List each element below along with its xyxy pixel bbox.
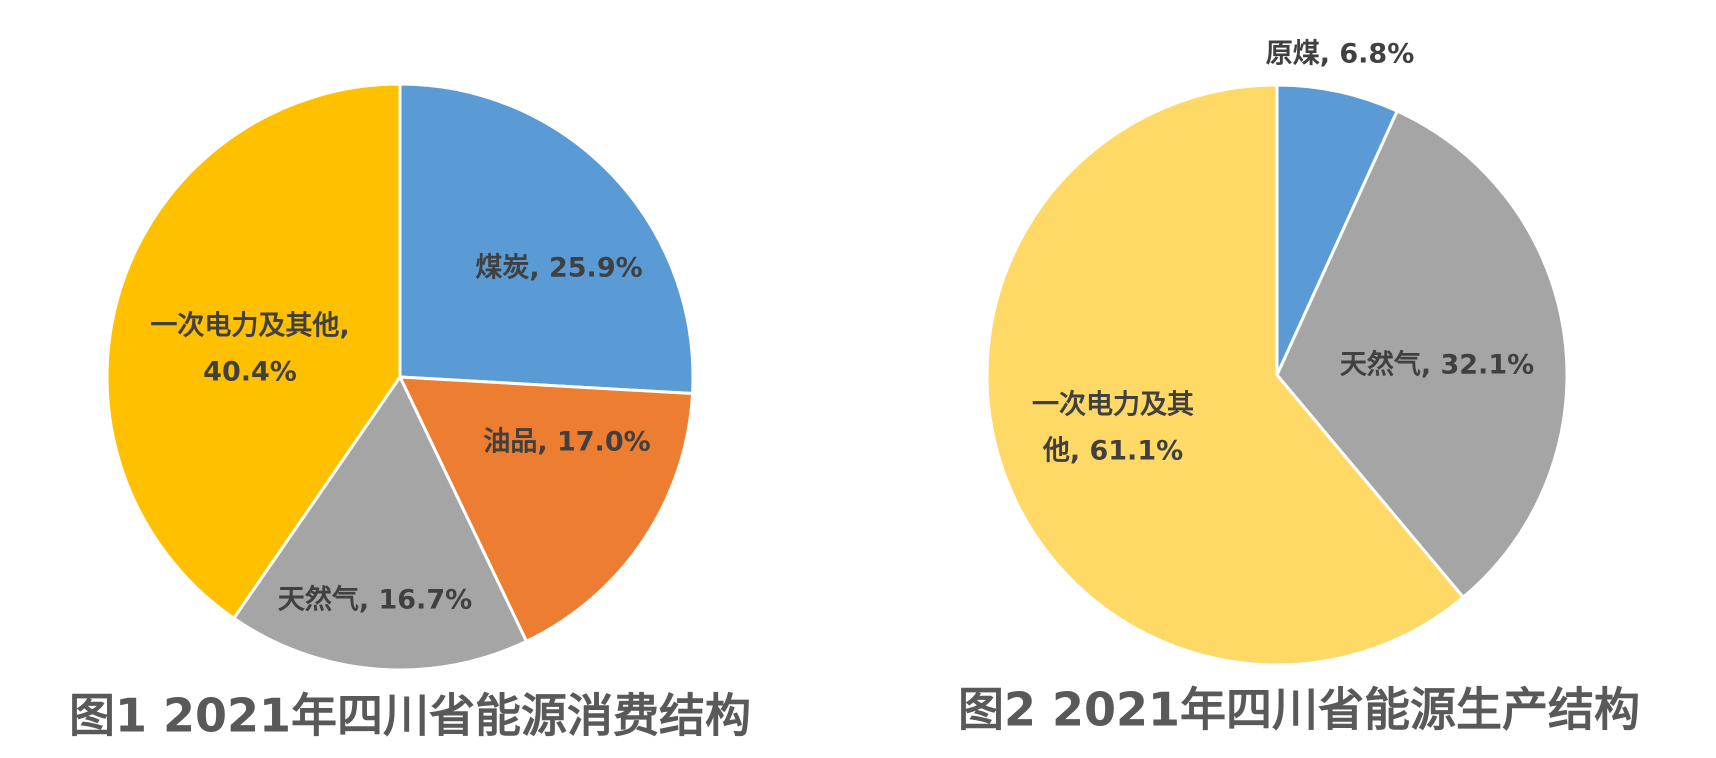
pie-slice xyxy=(985,83,1466,667)
data-label: 原煤, 6.8% xyxy=(1266,39,1415,70)
data-label: 一次电力及其他, xyxy=(150,311,349,342)
pie-slice xyxy=(231,374,529,672)
data-label: 油品, 17.0% xyxy=(483,427,650,458)
data-label: 煤炭, 25.9% xyxy=(475,253,642,284)
pie-slice xyxy=(105,82,402,621)
pie-slice xyxy=(398,82,695,396)
pie-slice xyxy=(1275,83,1400,376)
data-label: 天然气, 32.1% xyxy=(1340,349,1534,381)
pie-slice xyxy=(397,375,695,644)
data-label: 一次电力及其 xyxy=(1032,390,1194,421)
pie-slice xyxy=(1275,109,1569,600)
chart-title: 图1 2021年四川省能源消费结构 xyxy=(69,689,751,743)
data-label: 他, 61.1% xyxy=(1042,436,1183,467)
data-label: 40.4% xyxy=(203,357,297,388)
data-label: 天然气, 16.7% xyxy=(278,584,472,616)
chart-title: 图2 2021年四川省能源生产结构 xyxy=(958,683,1640,737)
